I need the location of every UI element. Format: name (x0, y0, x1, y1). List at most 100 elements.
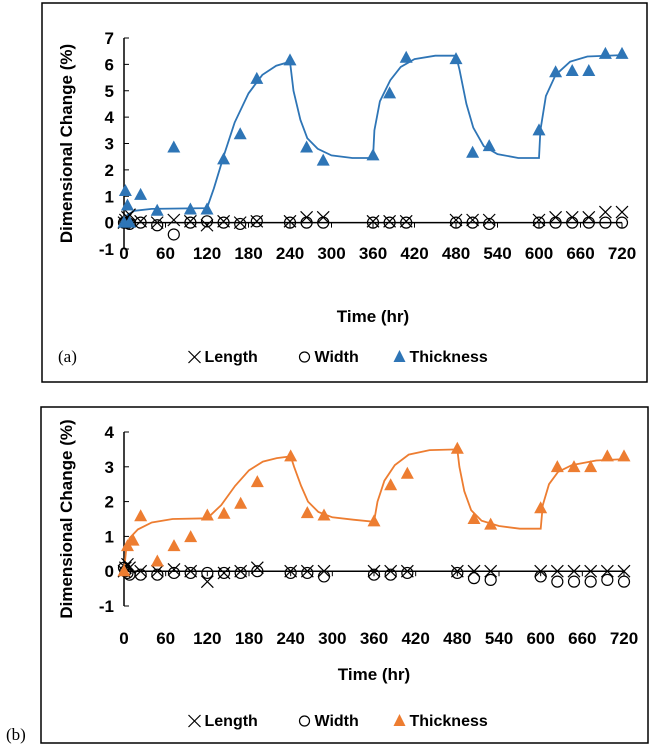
y-tick-label: 7 (105, 29, 114, 48)
thickness-point (118, 183, 132, 196)
width-point (484, 573, 497, 587)
legend-label: Length (205, 713, 258, 730)
width-point (582, 216, 595, 229)
x-tick-label: 600 (526, 629, 554, 648)
width-point (317, 570, 331, 583)
thickness-point (117, 564, 131, 577)
length-point (134, 214, 148, 228)
y-axis-label: Dimensional Change (%) (57, 419, 76, 618)
width-point (301, 566, 314, 580)
width-point (584, 575, 597, 588)
thickness-point (134, 187, 148, 200)
width-point (167, 228, 180, 241)
legend-circle-icon (298, 715, 311, 727)
thickness-point (582, 63, 596, 76)
legend-x-icon (188, 714, 201, 728)
thickness-point (250, 475, 264, 488)
thickness-point (366, 148, 380, 161)
x-tick-label: 120 (193, 244, 221, 263)
length-point (167, 563, 181, 576)
width-point (601, 573, 614, 587)
length-point (200, 218, 214, 232)
thickness-point (200, 202, 214, 215)
width-point (615, 216, 629, 229)
length-point (449, 213, 463, 227)
width-point (532, 216, 546, 229)
legend-label: Width (315, 349, 359, 366)
width-point (151, 568, 164, 581)
width-point (549, 216, 562, 229)
thickness-point (549, 65, 563, 78)
thickness-point (598, 46, 612, 59)
length-point (184, 564, 198, 578)
chart-panel-a: -1 0 1 2 3 4 5 6 7 0 60 120 180 240 300 360 420 480 540 600… (41, 2, 648, 383)
thickness-point (167, 539, 181, 552)
thickness-point (565, 63, 579, 76)
thickness-point (200, 508, 214, 521)
length-point (482, 213, 496, 227)
y-tick-label: -1 (99, 597, 114, 616)
width-point (201, 566, 214, 580)
length-point (283, 214, 297, 228)
thickness-point (167, 140, 181, 153)
y-tick-label: 5 (105, 82, 114, 101)
length-point (150, 564, 164, 578)
thickness-point (532, 123, 546, 136)
legend: Length Width Thickness (188, 713, 488, 730)
thickness-point (450, 441, 464, 454)
width-point (617, 575, 631, 588)
width-point (200, 215, 214, 228)
x-tick-label: 660 (568, 629, 596, 648)
width-point (283, 216, 297, 229)
thickness-point (400, 466, 414, 479)
thickness-point (183, 202, 197, 215)
length-point (598, 205, 612, 219)
thickness-point (126, 533, 140, 546)
width-point (250, 215, 263, 228)
x-tick-label: 60 (156, 244, 175, 263)
thickness-point (317, 508, 331, 521)
y-axis-label: Dimensional Change (%) (57, 44, 76, 243)
length-point (183, 214, 197, 228)
width-point (383, 216, 396, 229)
thickness-point (384, 478, 398, 491)
width-point (119, 565, 132, 578)
width-point (217, 566, 231, 580)
x-tick-label: 240 (276, 629, 304, 648)
width-point (451, 566, 464, 580)
legend-triangle-icon (393, 714, 406, 726)
length-point (584, 564, 598, 578)
thickness-point (234, 496, 248, 509)
width-point (567, 575, 581, 588)
thickness-point (550, 460, 564, 473)
length-point (217, 214, 231, 228)
x-tick-label: 60 (156, 629, 175, 648)
panel-frame (41, 2, 648, 383)
thickness-point (567, 460, 581, 473)
x-tick-label: 660 (566, 244, 594, 263)
length-point (284, 564, 298, 578)
legend-triangle-icon (393, 350, 406, 362)
length-point (384, 564, 398, 578)
x-tick-label: 720 (610, 629, 638, 648)
thickness-point (615, 46, 629, 59)
y-tick-label: 1 (105, 527, 114, 546)
length-point (484, 564, 498, 578)
thickness-point (300, 140, 314, 153)
y-tick-label: 0 (105, 214, 114, 233)
width-point (184, 566, 197, 580)
length-point (134, 564, 148, 578)
legend: Length Width Thickness (188, 349, 488, 366)
thickness-point (449, 52, 463, 65)
thickness-point (316, 153, 330, 166)
panel-label: (a) (58, 347, 77, 366)
thickness-point (367, 514, 381, 527)
thickness-point (484, 517, 498, 530)
series-width (117, 215, 629, 241)
x-tick-label: 420 (400, 244, 428, 263)
y-tick-label: 3 (105, 135, 114, 154)
x-tick-label: 360 (360, 629, 388, 648)
width-point (300, 216, 313, 229)
thickness-point (134, 509, 148, 522)
width-point (367, 568, 381, 581)
